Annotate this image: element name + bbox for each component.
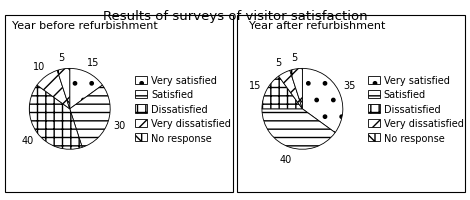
- Text: 5: 5: [291, 53, 298, 63]
- Wedge shape: [57, 69, 70, 109]
- Text: 15: 15: [250, 81, 262, 91]
- Legend: Very satisfied, Satisfied, Dissatisfied, Very dissatisfied, No response: Very satisfied, Satisfied, Dissatisfied,…: [365, 73, 466, 146]
- Wedge shape: [70, 69, 102, 109]
- Text: 30: 30: [114, 120, 126, 130]
- Text: Year before refurbishment: Year before refurbishment: [12, 21, 157, 31]
- Wedge shape: [279, 71, 302, 109]
- Wedge shape: [302, 69, 343, 133]
- Wedge shape: [262, 77, 302, 109]
- Wedge shape: [37, 71, 70, 109]
- Text: 5: 5: [275, 58, 282, 68]
- Text: 10: 10: [33, 62, 45, 72]
- Wedge shape: [70, 86, 110, 148]
- Text: 5: 5: [58, 53, 65, 63]
- Text: 15: 15: [87, 58, 100, 68]
- Text: Results of surveys of visitor satisfaction: Results of surveys of visitor satisfacti…: [102, 10, 368, 23]
- Legend: Very satisfied, Satisfied, Dissatisfied, Very dissatisfied, No response: Very satisfied, Satisfied, Dissatisfied,…: [133, 73, 234, 146]
- Wedge shape: [29, 86, 82, 150]
- Text: Year after refurbishment: Year after refurbishment: [249, 21, 385, 31]
- Wedge shape: [290, 69, 302, 109]
- Text: 40: 40: [21, 135, 33, 145]
- Wedge shape: [262, 109, 335, 150]
- Text: 40: 40: [280, 154, 292, 164]
- Text: 35: 35: [343, 81, 355, 91]
